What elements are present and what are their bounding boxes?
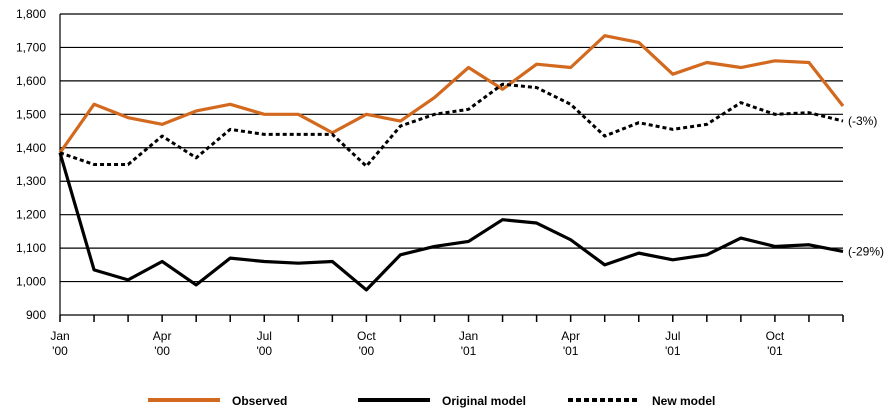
y-tick-label: 1,100 [16, 241, 46, 255]
x-tick-label: '01 [563, 344, 579, 358]
y-tick-label: 1,000 [16, 275, 46, 289]
y-tick-label: 1,200 [16, 208, 46, 222]
y-tick-label: 1,700 [16, 40, 46, 54]
y-tick-label: 1,800 [16, 7, 46, 21]
y-tick-label: 1,500 [16, 107, 46, 121]
y-tick-label: 900 [26, 308, 46, 322]
x-tick-label: '00 [256, 344, 272, 358]
x-tick-label: Oct [357, 329, 376, 343]
legend-label: Original model [442, 394, 526, 408]
x-tick-label: '01 [767, 344, 783, 358]
legend-label: New model [652, 394, 715, 408]
x-tick-label: '00 [359, 344, 375, 358]
x-tick-label: '00 [154, 344, 170, 358]
x-tick-label: '01 [461, 344, 477, 358]
y-tick-label: 1,300 [16, 174, 46, 188]
annotation: (-3%) [848, 114, 877, 128]
y-tick-label: 1,400 [16, 141, 46, 155]
series-line [58, 152, 844, 292]
series-line [59, 82, 844, 168]
x-tick-label: Jan [50, 329, 69, 343]
x-tick-label: Apr [561, 329, 580, 343]
annotation: (-29%) [848, 244, 884, 258]
y-tick-label: 1,600 [16, 74, 46, 88]
x-tick-label: Jan [459, 329, 478, 343]
x-tick-label: Jul [665, 329, 680, 343]
x-tick-label: Jul [257, 329, 272, 343]
x-tick-label: '00 [52, 344, 68, 358]
series-line [58, 34, 845, 154]
x-tick-label: Oct [766, 329, 785, 343]
legend-label: Observed [232, 394, 287, 408]
x-tick-label: '01 [665, 344, 681, 358]
x-tick-label: Apr [153, 329, 172, 343]
